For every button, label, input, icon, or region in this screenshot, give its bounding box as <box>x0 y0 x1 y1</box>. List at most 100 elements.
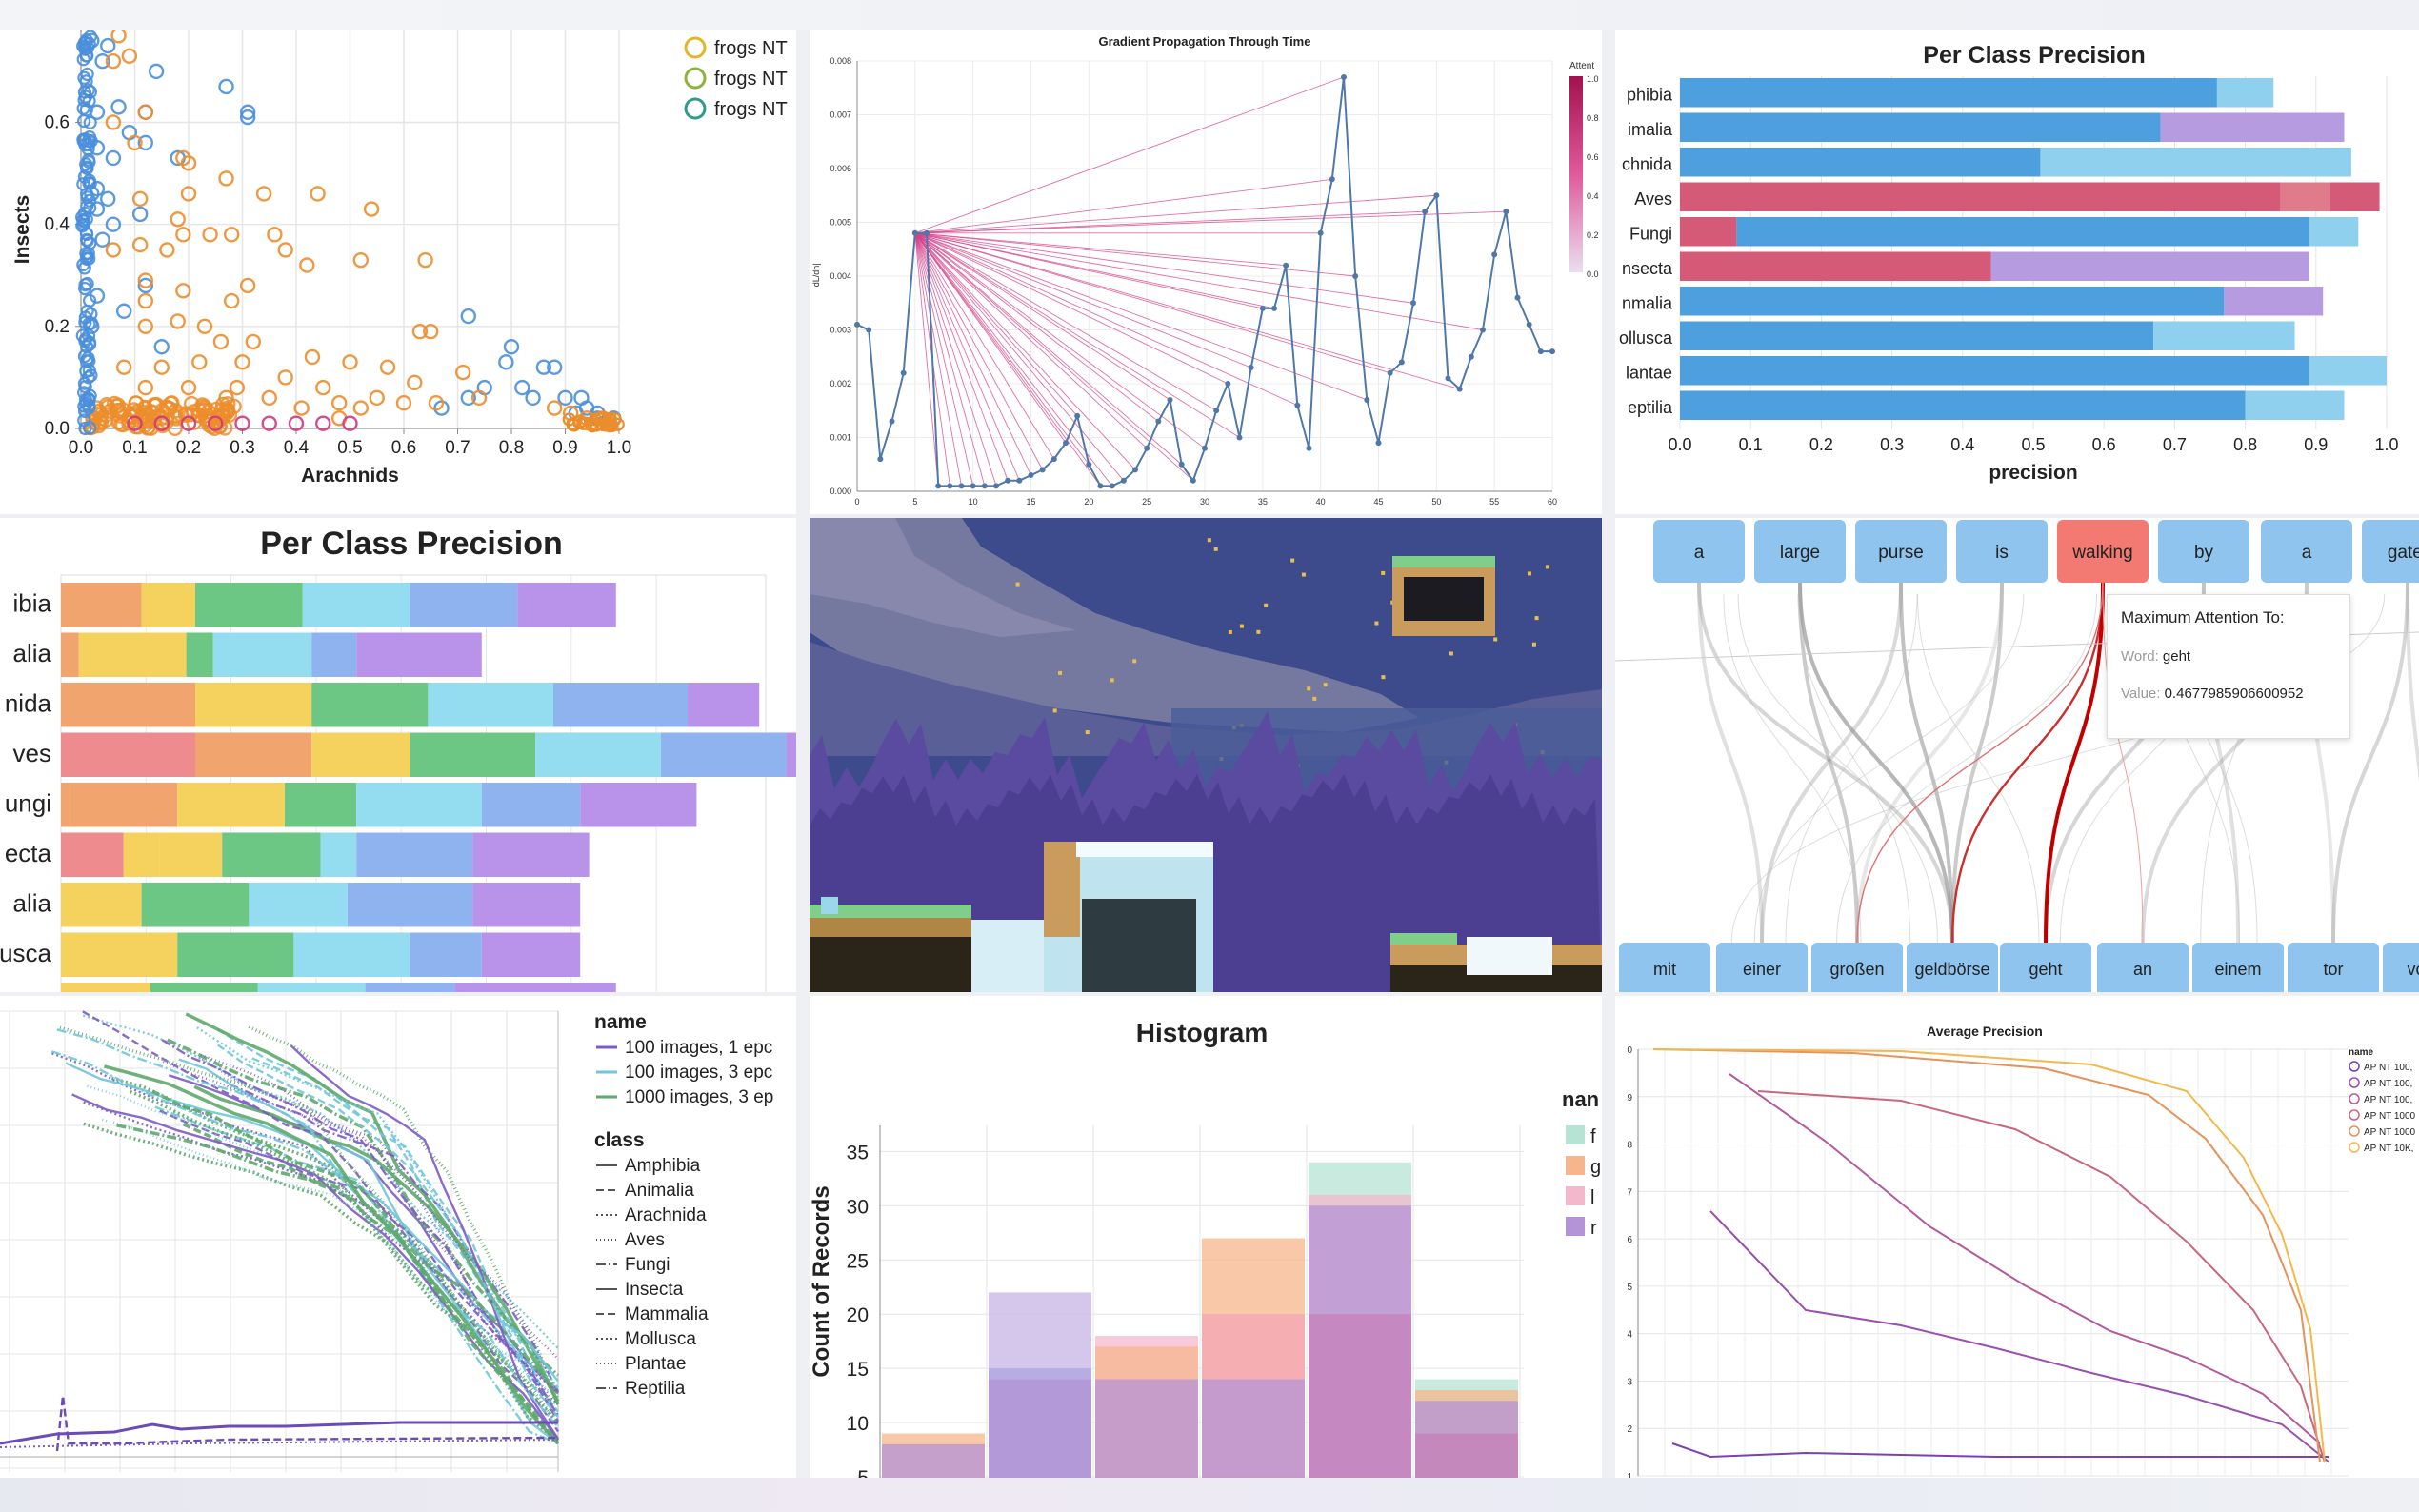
scatter-point <box>155 340 169 353</box>
attention-panel: alargepurseiswalkingbyagate.miteinergroß… <box>1615 518 2419 992</box>
legend-name-title: name <box>594 1011 647 1033</box>
category-label: chnida <box>1622 154 1673 173</box>
scatter-point <box>96 233 110 247</box>
stacked-segment <box>517 583 615 627</box>
attention-link <box>915 233 1170 400</box>
legend-class: Aves <box>625 1230 665 1250</box>
bottom-word-label: einer <box>1743 960 1781 979</box>
bottom-word-label: mit <box>1653 960 1676 979</box>
pr-line <box>57 1029 558 1427</box>
game-panel <box>810 518 1602 992</box>
scatter-point <box>101 192 114 206</box>
scatter-point <box>247 335 260 348</box>
scatter-point <box>279 370 292 384</box>
scatter-point <box>381 361 394 374</box>
star <box>1381 571 1385 575</box>
attention-tooltip: Maximum Attention To: Word: geht Value: … <box>2107 594 2350 739</box>
y-tick-label: 10 <box>847 1413 869 1435</box>
pr-line <box>155 1107 558 1443</box>
y-tick-label: 2 <box>1627 1424 1632 1435</box>
y-tick-label: 0.0 <box>45 419 70 439</box>
scatter-point <box>311 187 325 200</box>
gradient-point <box>1040 467 1046 472</box>
star <box>1546 565 1549 568</box>
y-tick-label: 0.007 <box>830 110 851 120</box>
star <box>1214 547 1218 551</box>
stacked-segment <box>661 733 787 778</box>
legend-swatch <box>1566 1156 1585 1175</box>
stacked-segment <box>142 583 195 627</box>
scatter-point <box>160 243 173 256</box>
stacked-segment <box>311 733 410 778</box>
tooltip-word: geht <box>2163 648 2190 665</box>
lines-panel: name 100 images, 1 epc 100 images, 3 epc 10… <box>0 996 796 1478</box>
x-tick-label: 0.0 <box>69 438 93 458</box>
ap-line <box>1710 1211 2329 1462</box>
star <box>1264 604 1268 607</box>
gradient-point <box>1422 209 1428 214</box>
attention-link <box>915 233 938 487</box>
star <box>1229 630 1232 634</box>
y-axis-label: Count of Records <box>810 1185 834 1377</box>
stacked-segment <box>356 833 472 878</box>
top-word-label: is <box>1995 543 2009 563</box>
legend-name: 100 images, 3 epc <box>625 1063 772 1083</box>
attention-link <box>915 233 1077 416</box>
gradient-point <box>1074 413 1080 419</box>
x-axis-label: precision <box>1989 462 2077 484</box>
gradient-point <box>1376 440 1382 446</box>
legend-label: g <box>1590 1157 1601 1178</box>
gradient-chart: Gradient Propagation Through Time0 5 10 15 2… <box>810 30 1602 514</box>
x-tick-label: 0.4 <box>1950 435 1974 454</box>
scatter-point <box>515 381 529 394</box>
precision-bar <box>2309 356 2387 386</box>
scatter-point <box>139 106 152 119</box>
x-tick-label: 0.4 <box>284 438 310 458</box>
legend-label: frogs NT <box>714 69 788 90</box>
gradient-point <box>1491 251 1497 257</box>
precision-bar <box>1680 217 1736 247</box>
legend-swatch <box>1566 1125 1585 1144</box>
gradient-point <box>1260 306 1266 311</box>
x-tick-label: 15 <box>1026 497 1035 507</box>
star <box>1493 637 1497 641</box>
precision-stacked-chart: Per Class Precision ibia alia nida ves ungi ec… <box>0 518 796 992</box>
stacked-segment <box>472 833 589 878</box>
x-tick-label: 0.3 <box>230 438 254 458</box>
gradient-point <box>877 456 883 462</box>
stacked-segment <box>195 583 303 627</box>
legend-tick: 0.8 <box>1587 113 1599 123</box>
ap-line <box>1729 1074 2320 1443</box>
legend-swatch <box>1566 1186 1585 1205</box>
precision-bar <box>1680 78 2217 108</box>
scatter-point <box>263 391 276 405</box>
star <box>1110 678 1114 682</box>
attention-curve <box>2408 583 2419 943</box>
tooltip-value-label: Value: <box>2121 686 2160 702</box>
histogram-bar <box>1095 1380 1198 1478</box>
precision-bar <box>1736 217 2309 247</box>
precision-bar <box>1680 287 2224 316</box>
legend-tick: 1.0 <box>1587 74 1599 84</box>
category-label: ollusca <box>1619 328 1673 348</box>
legend-title: Attent <box>1569 61 1594 71</box>
gradient-point <box>1503 209 1509 214</box>
category-label: phibia <box>1627 85 1673 104</box>
gradient-point <box>1469 354 1474 360</box>
stacked-segment <box>124 833 160 878</box>
gradient-point <box>1341 74 1347 80</box>
stacked-segment <box>356 633 482 678</box>
average-precision-chart: Average Precision0987654321nameAP NT 100… <box>1615 996 2419 1478</box>
gradient-point <box>1364 397 1369 403</box>
stacked-segment <box>455 983 616 992</box>
precision-bar <box>1680 391 2246 421</box>
x-tick-label: 0 <box>854 497 859 507</box>
scatter-point <box>408 376 421 389</box>
ground-right-grass <box>1390 933 1457 945</box>
star <box>1132 659 1136 663</box>
legend-label: frogs NT <box>714 99 788 120</box>
scatter-point <box>117 305 130 318</box>
legend-symbol <box>2349 1062 2359 1071</box>
x-tick-label: 0.2 <box>1809 435 1833 454</box>
legend-tick: 0.6 <box>1587 152 1599 162</box>
